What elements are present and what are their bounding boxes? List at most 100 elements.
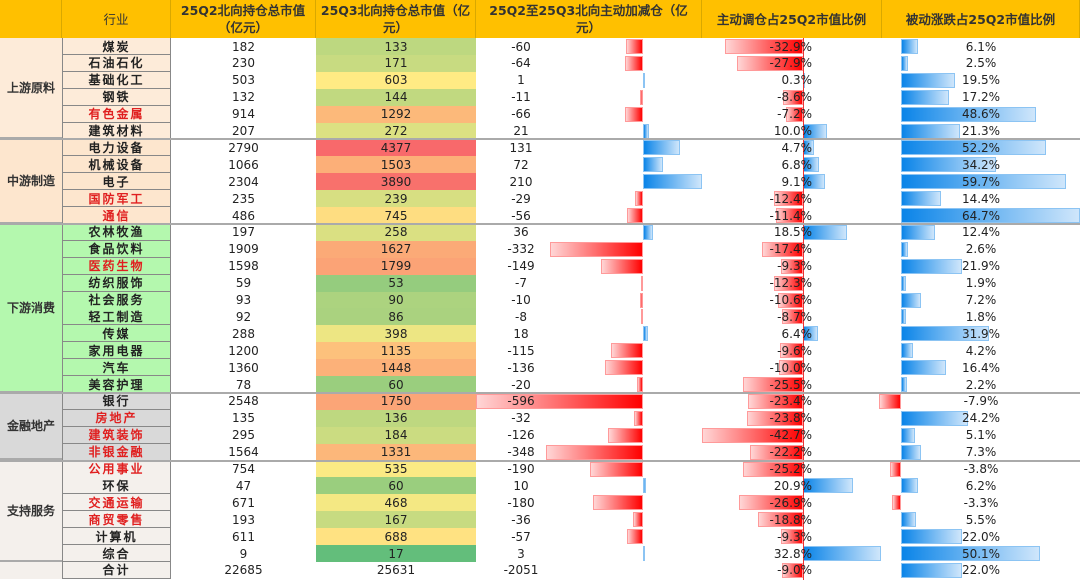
q2-value: 92 <box>235 309 252 324</box>
flow-bar <box>639 89 643 105</box>
group-label: 下游消费 <box>0 223 62 393</box>
active-ratio-value: -26.9% <box>769 495 812 510</box>
q3-value: 171 <box>316 54 476 72</box>
active-ratio-bar <box>736 55 803 71</box>
q3-value: 272 <box>316 122 476 140</box>
flow-bar <box>640 292 643 308</box>
active-flow-value: 10 <box>513 478 529 493</box>
active-ratio-value: 32.8% <box>773 546 812 561</box>
passive-ratio-value: 7.2% <box>965 293 997 307</box>
active-ratio-bar <box>780 343 803 359</box>
q2-value: 93 <box>235 293 252 307</box>
q3-value: 133 <box>316 38 476 55</box>
active-flow-value: -190 <box>507 462 535 476</box>
industry-name: 社会服务 <box>62 291 171 309</box>
active-ratio-value: 18.5% <box>773 225 812 240</box>
active-flow-value: -126 <box>507 428 535 443</box>
passive-ratio-value: 64.7% <box>961 208 1001 223</box>
active-ratio-bar <box>777 292 803 308</box>
header-group <box>0 0 62 38</box>
active-flow-value: 3 <box>517 546 525 561</box>
industry-name: 商贸零售 <box>62 511 171 529</box>
passive-ratio-value: 14.4% <box>961 191 1001 206</box>
flow-bar <box>625 55 643 71</box>
passive-ratio-bar <box>901 140 1046 156</box>
q3-value: 1448 <box>316 359 476 377</box>
active-ratio-value: -12.4% <box>769 191 812 206</box>
active-flow-value: -29 <box>511 191 531 206</box>
group-divider <box>0 459 1080 462</box>
active-ratio-value: 0.3% <box>781 73 813 88</box>
header-q3-value: 25Q3北向持仓总市值（亿元） <box>316 0 476 38</box>
industry-name: 医药生物 <box>62 257 171 275</box>
passive-ratio-value: 24.2% <box>961 411 1001 426</box>
group-divider <box>0 138 1080 141</box>
passive-ratio-bar <box>901 444 922 460</box>
q2-value: 59 <box>235 276 252 291</box>
q3-value: 1503 <box>316 156 476 174</box>
active-flow-value: 72 <box>513 157 529 172</box>
q2-value: 135 <box>232 411 255 426</box>
passive-ratio-bar <box>901 174 1067 190</box>
active-ratio-bar <box>782 89 803 105</box>
flow-bar <box>643 157 664 173</box>
industry-name: 电子 <box>62 173 171 191</box>
active-ratio-value: -7.2% <box>777 107 812 122</box>
q2-value: 47 <box>235 478 252 493</box>
q3-value: 535 <box>316 460 476 478</box>
q3-value: 90 <box>316 291 476 309</box>
active-ratio-bar <box>701 427 803 443</box>
passive-ratio-value: 5.1% <box>965 428 997 443</box>
industry-name: 农林牧渔 <box>62 223 171 241</box>
active-ratio-value: -11.4% <box>769 208 812 223</box>
flow-bar <box>637 377 643 392</box>
active-ratio-value: -23.8% <box>769 411 812 426</box>
active-ratio-value: -23.4% <box>769 394 812 409</box>
q2-value: 486 <box>232 208 255 223</box>
q2-value: 132 <box>232 90 255 105</box>
q3-value: 60 <box>316 477 476 495</box>
passive-ratio-bar <box>901 241 909 257</box>
q3-value: 468 <box>316 494 476 512</box>
industry-name: 有色金属 <box>62 105 171 123</box>
industry-name: 银行 <box>62 392 171 410</box>
group-label: 中游制造 <box>0 139 62 224</box>
active-ratio-bar <box>743 461 803 477</box>
flow-bar <box>601 258 643 274</box>
active-ratio-value: -32.9% <box>769 39 812 54</box>
active-ratio-bar <box>758 512 803 528</box>
passive-ratio-bar <box>901 275 907 291</box>
industry-name: 纺织服饰 <box>62 274 171 292</box>
passive-ratio-bar <box>901 360 947 376</box>
industry-name: 机械设备 <box>62 156 171 174</box>
q3-value: 1750 <box>316 392 476 410</box>
group-divider <box>0 222 1080 225</box>
industry-name: 交通运输 <box>62 494 171 512</box>
flow-bar <box>610 343 643 359</box>
active-ratio-value: 20.9% <box>773 478 812 493</box>
active-flow-value: -149 <box>507 259 535 274</box>
q3-value: 60 <box>316 376 476 393</box>
q3-value: 4377 <box>316 139 476 157</box>
passive-ratio-value: 4.2% <box>965 343 997 358</box>
passive-ratio-bar <box>901 343 913 359</box>
q2-value: 1598 <box>228 259 259 274</box>
passive-ratio-bar <box>901 55 908 71</box>
passive-ratio-bar <box>890 461 901 477</box>
q3-value: 1627 <box>316 240 476 258</box>
active-ratio-value: -25.2% <box>769 462 812 476</box>
passive-ratio-bar <box>901 309 906 325</box>
q2-value: 1909 <box>228 242 259 257</box>
active-flow-value: 18 <box>513 326 529 341</box>
flow-bar <box>643 72 645 88</box>
active-flow-value: -115 <box>507 343 535 358</box>
q3-value: 603 <box>316 71 476 89</box>
q2-value: 671 <box>232 495 255 510</box>
active-ratio-value: -9.0% <box>777 563 812 578</box>
industry-name: 通信 <box>62 207 171 224</box>
q3-value: 167 <box>316 511 476 529</box>
q3-value: 258 <box>316 223 476 241</box>
active-ratio-value: -22.2% <box>769 445 812 460</box>
active-flow-value: 1 <box>517 73 525 88</box>
